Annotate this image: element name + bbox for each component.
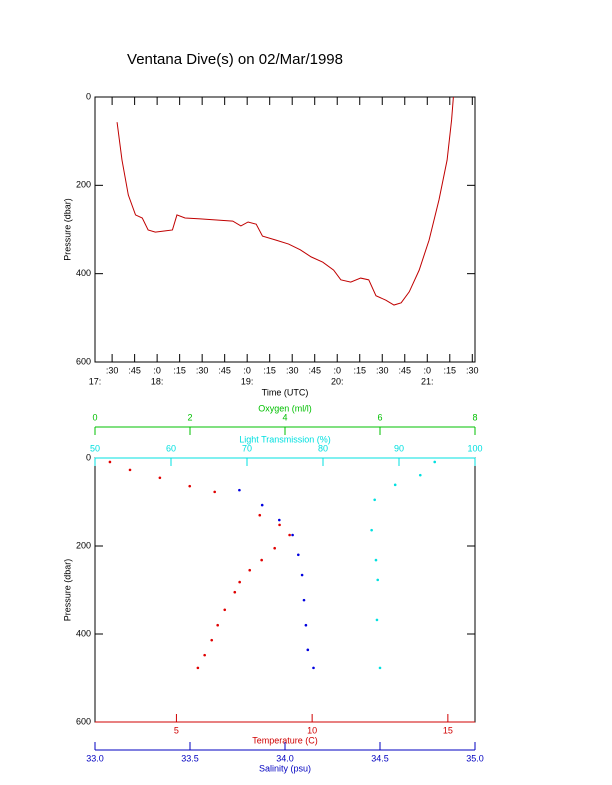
y-tick-label: 400 [76, 628, 91, 638]
profile-point [433, 460, 437, 464]
x-tick-label: 35.0 [466, 753, 484, 763]
x-axis-label: Light Transmission (%) [239, 434, 331, 444]
y-tick-label: 200 [76, 540, 91, 550]
profile-point [196, 666, 200, 670]
profile-point [238, 580, 241, 584]
profile-point [291, 533, 294, 537]
hour-label: 21: [421, 376, 434, 386]
x-tick-label: 6 [377, 412, 382, 422]
x-tick-label: :0 [424, 365, 432, 375]
profile-point [260, 558, 263, 562]
y-tick-label: 600 [76, 356, 91, 366]
profile-point [376, 578, 380, 582]
profile-point [418, 473, 422, 477]
profile-point [278, 523, 281, 527]
x-tick-label: :30 [106, 365, 119, 375]
hour-label: 17: [89, 376, 102, 386]
y-axis-label: Pressure (dbar) [62, 198, 72, 261]
profile-point [213, 490, 216, 494]
profile-point [373, 498, 376, 502]
x-tick-label: :45 [218, 365, 231, 375]
x-tick-label: 60 [166, 443, 176, 453]
x-axis-label: Time (UTC) [262, 387, 309, 397]
profile-point [260, 503, 264, 507]
profile-point [258, 513, 262, 517]
profile-point [273, 546, 276, 550]
profile-point [297, 553, 300, 557]
plot-frame [94, 96, 476, 363]
x-tick-label: 5 [174, 725, 179, 735]
profile-point [188, 484, 192, 488]
profile-point [302, 598, 306, 602]
x-tick-label: :0 [243, 365, 251, 375]
y-tick-label: 0 [86, 452, 91, 462]
x-axis-label: Oxygen (ml/l) [258, 403, 312, 413]
x-tick-label: 33.5 [181, 753, 199, 763]
x-tick-label: :0 [333, 365, 341, 375]
x-tick-label: 100 [467, 443, 482, 453]
x-axis-label: Salinity (psu) [259, 763, 311, 773]
profile-point [278, 518, 281, 522]
hour-label: 19: [241, 376, 254, 386]
x-tick-label: 34.0 [276, 753, 294, 763]
x-tick-label: 2 [187, 412, 192, 422]
x-tick-label: :15 [444, 365, 457, 375]
x-tick-label: :30 [196, 365, 209, 375]
x-axis-label: Temperature (C) [252, 735, 318, 745]
profile-point [210, 638, 214, 642]
x-tick-label: :30 [466, 365, 479, 375]
x-tick-label: :15 [353, 365, 366, 375]
x-tick-label: :45 [399, 365, 412, 375]
profile-point [370, 528, 373, 532]
x-tick-label: 8 [472, 412, 477, 422]
profile-point [108, 460, 112, 464]
x-tick-label: :30 [376, 365, 389, 375]
x-tick-label: :15 [263, 365, 276, 375]
y-tick-label: 0 [86, 91, 91, 101]
chart-title: Ventana Dive(s) on 02/Mar/1998 [127, 51, 343, 68]
x-tick-label: 70 [242, 443, 252, 453]
x-tick-label: :45 [308, 365, 321, 375]
y-axis-label: Pressure (dbar) [62, 559, 72, 622]
x-tick-label: :30 [286, 365, 299, 375]
profile-point [248, 568, 252, 572]
hour-label: 20: [331, 376, 344, 386]
y-tick-label: 400 [76, 268, 91, 278]
profile-point [312, 666, 315, 670]
profile-point [393, 483, 397, 487]
x-tick-label: :15 [173, 365, 186, 375]
x-tick-label: :0 [153, 365, 161, 375]
profile-point [374, 558, 378, 562]
x-tick-label: 50 [90, 443, 100, 453]
x-tick-label: 33.0 [86, 753, 104, 763]
plot-frame [94, 457, 476, 723]
profile-point [304, 623, 308, 627]
profile-point [375, 618, 379, 622]
x-tick-label: 34.5 [371, 753, 389, 763]
y-tick-label: 200 [76, 180, 91, 190]
profile-point [378, 666, 382, 670]
x-tick-label: 10 [307, 725, 317, 735]
profile-point [300, 573, 304, 577]
profile-point [223, 608, 227, 612]
profile-point [216, 623, 219, 627]
profile-point [306, 648, 310, 652]
profile-point [288, 533, 291, 537]
profile-point [238, 488, 241, 492]
hour-label: 18: [151, 376, 164, 386]
x-tick-label: 15 [443, 725, 453, 735]
profile-point [128, 468, 132, 472]
pressure-line [116, 96, 454, 306]
y-tick-label: 600 [76, 716, 91, 726]
profile-point [233, 590, 237, 594]
profile-point [158, 476, 162, 480]
x-tick-label: 0 [92, 412, 97, 422]
x-tick-label: 90 [394, 443, 404, 453]
profile-point [203, 653, 206, 657]
x-tick-label: 80 [318, 443, 328, 453]
x-tick-label: 4 [282, 412, 287, 422]
x-tick-label: :45 [128, 365, 141, 375]
